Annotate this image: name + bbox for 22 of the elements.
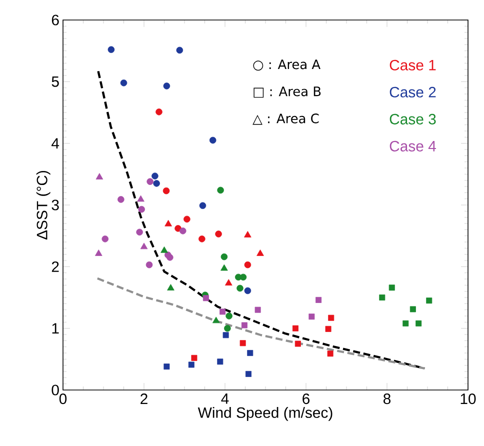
- text: Case 4: [390, 140, 436, 152]
- text: Case 3: [390, 114, 436, 124]
- y-tick-label: 0: [52, 384, 59, 396]
- y-tick-label: 5: [52, 76, 59, 87]
- text: Case 1: [390, 60, 436, 70]
- text: Case 2: [390, 86, 436, 98]
- y-tick-label: 1: [52, 323, 59, 334]
- x-tick-label: 10: [460, 394, 476, 404]
- x-tick-label: 2: [140, 394, 148, 404]
- annotation: ○ : Area A: [253, 60, 320, 71]
- x-tick-label: 0: [59, 394, 67, 404]
- x-axis-title: Wind Speed (m/sec): [198, 406, 332, 421]
- y-tick-label: 6: [52, 14, 59, 26]
- annotation: □ : Area B: [254, 86, 321, 98]
- y-tick-label: 3: [52, 200, 59, 210]
- y-tick-label: 2: [52, 261, 59, 272]
- x-tick-label: 4: [221, 394, 229, 404]
- annotation: △ : Area C: [252, 114, 319, 125]
- y-axis-title: ΔSST (°C): [36, 170, 50, 240]
- y-tick-label: 4: [52, 138, 60, 148]
- x-tick-label: 8: [384, 394, 391, 404]
- x-tick-label: 6: [302, 394, 310, 404]
